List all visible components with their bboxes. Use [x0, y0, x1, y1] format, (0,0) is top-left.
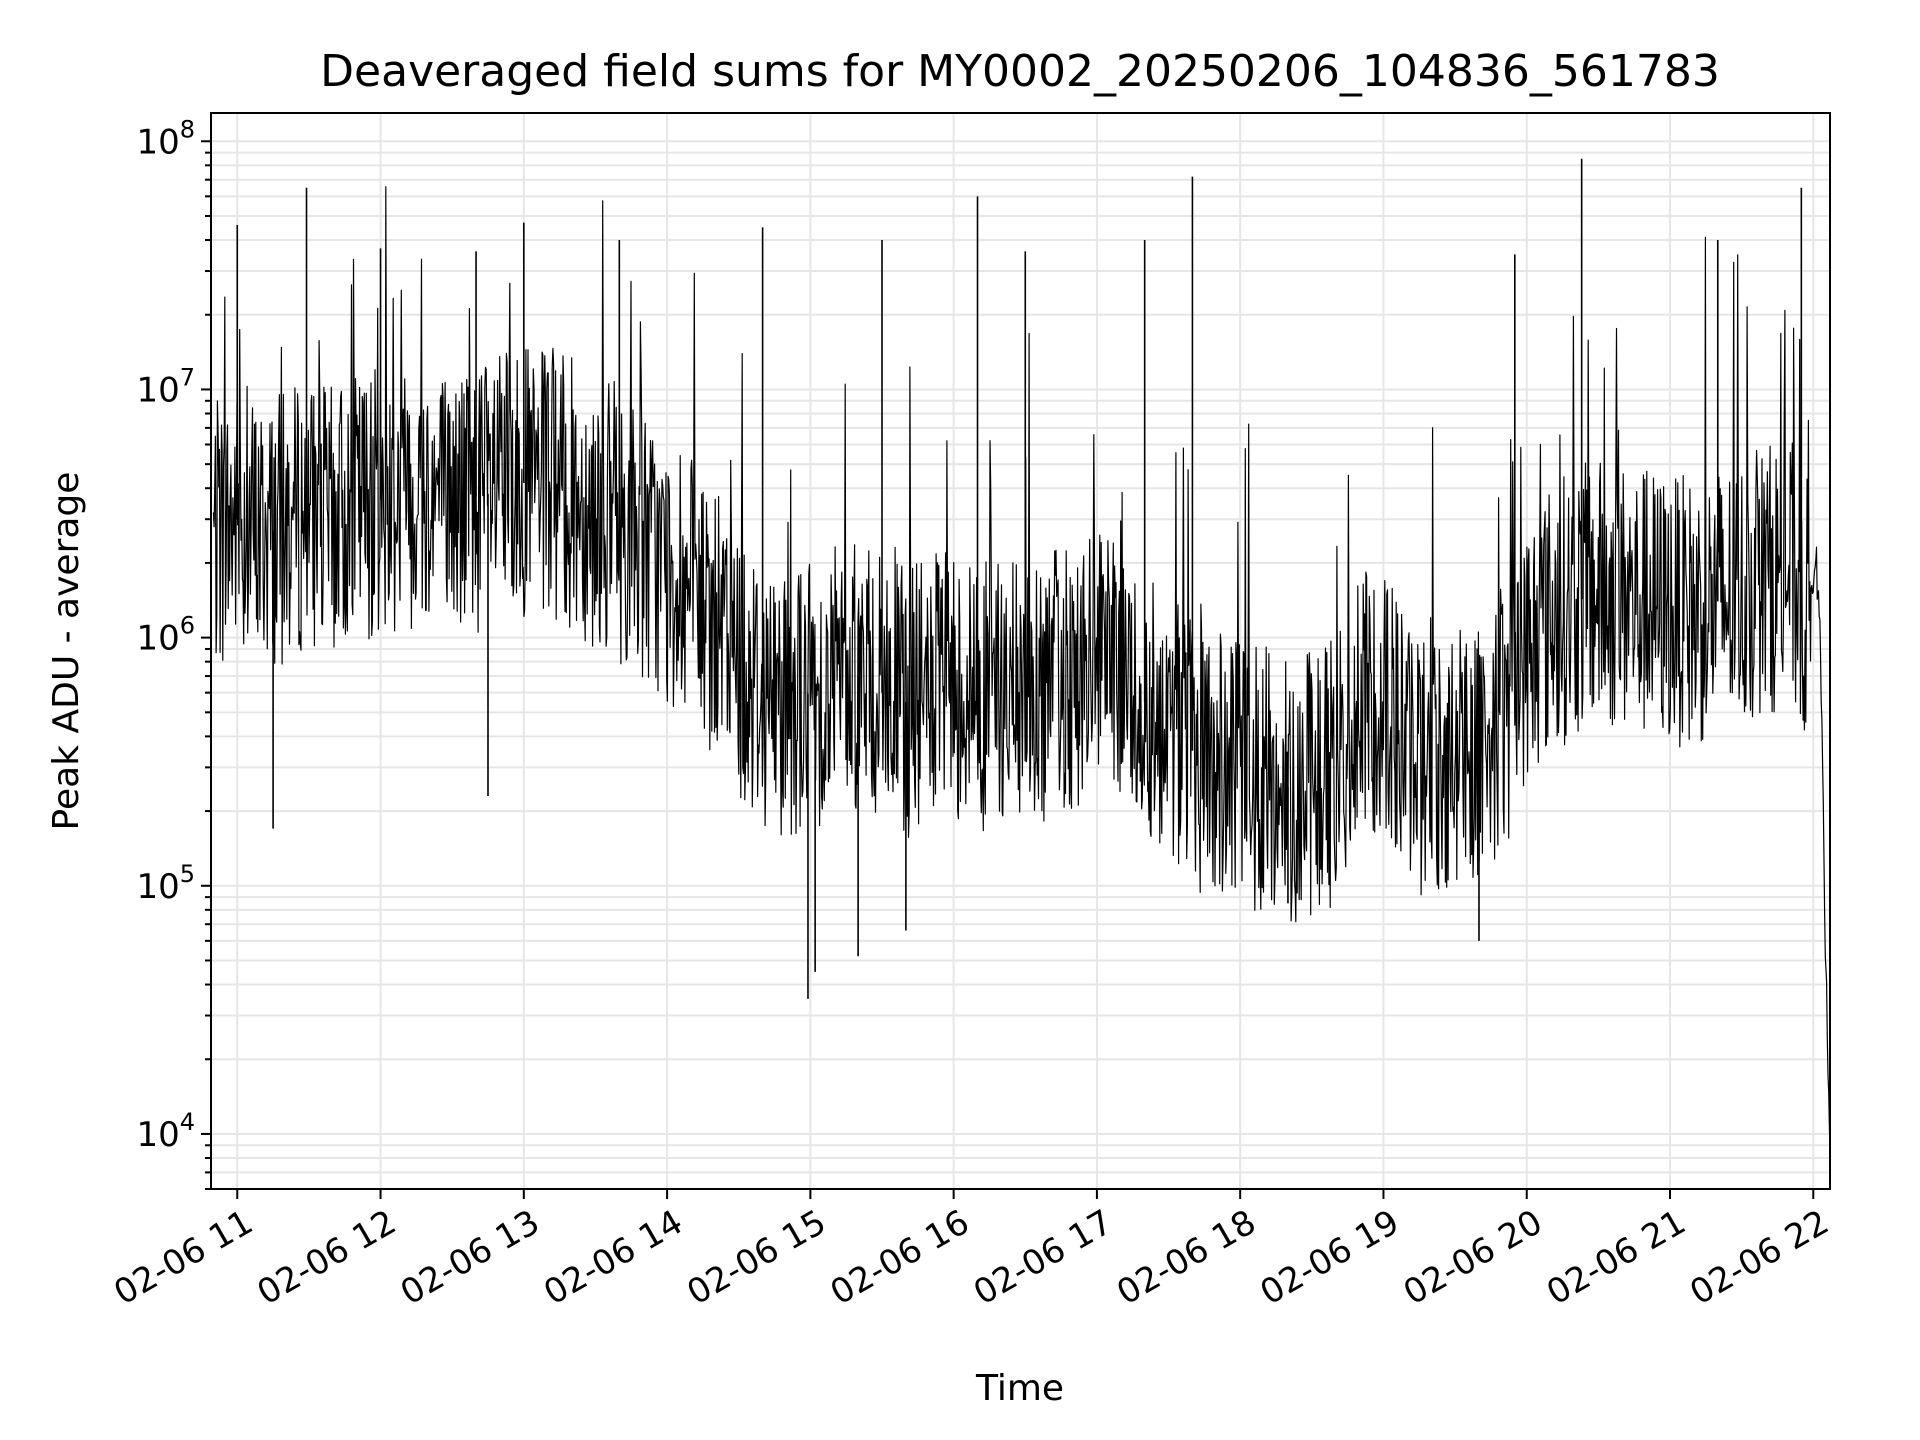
- series-line: [212, 186, 1831, 1155]
- chart-title: Deaveraged field sums for MY0002_2025020…: [320, 46, 1720, 97]
- y-tick-label: 104: [136, 1108, 195, 1155]
- y-tick-label: 108: [136, 115, 195, 162]
- y-tick-label: 106: [136, 612, 195, 659]
- plot-frame: [210, 112, 1831, 1190]
- y-tick-label: 107: [136, 363, 195, 410]
- y-tick-label: 105: [136, 860, 195, 907]
- x-axis-label: Time: [975, 1368, 1064, 1409]
- data-series: [212, 158, 1831, 1155]
- y-axis-label: Peak ADU - average: [46, 472, 87, 831]
